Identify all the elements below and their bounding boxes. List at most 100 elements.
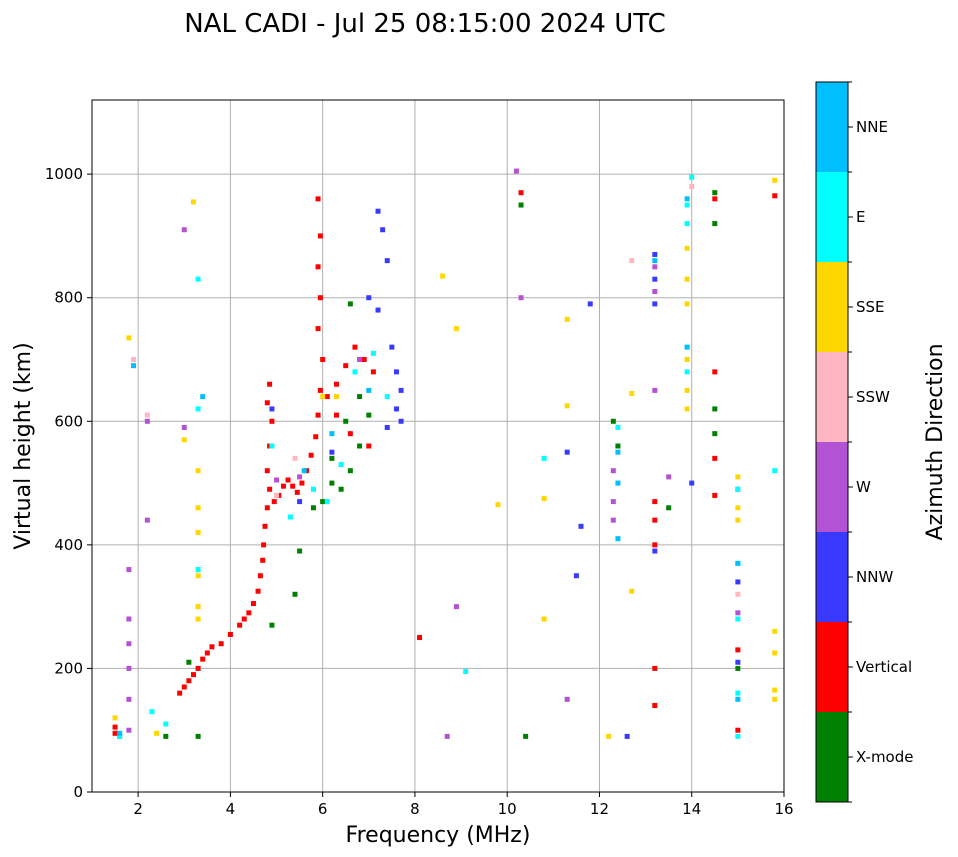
series-nne bbox=[117, 196, 741, 736]
data-point bbox=[195, 733, 201, 739]
data-point bbox=[357, 394, 363, 400]
data-point bbox=[126, 696, 132, 702]
data-point bbox=[320, 357, 326, 362]
colorbar-segment bbox=[816, 262, 848, 352]
data-point bbox=[629, 588, 635, 594]
data-point bbox=[712, 369, 718, 375]
data-point bbox=[615, 443, 621, 449]
data-point bbox=[317, 387, 323, 393]
data-point bbox=[735, 505, 741, 511]
data-point bbox=[366, 295, 372, 301]
data-point bbox=[684, 406, 690, 412]
data-point bbox=[352, 369, 358, 375]
data-point bbox=[163, 721, 169, 727]
data-point bbox=[297, 548, 303, 554]
data-point bbox=[195, 468, 201, 474]
data-point bbox=[310, 505, 316, 511]
data-point bbox=[772, 193, 778, 199]
data-point bbox=[195, 616, 201, 622]
data-point bbox=[329, 480, 335, 486]
data-point bbox=[380, 227, 386, 233]
data-point bbox=[241, 616, 247, 622]
colorbar-segment bbox=[816, 622, 848, 712]
data-point bbox=[190, 199, 196, 205]
data-point bbox=[453, 604, 459, 610]
data-point bbox=[615, 536, 621, 542]
data-point bbox=[652, 251, 658, 257]
data-point bbox=[200, 394, 206, 400]
chart-title: NAL CADI - Jul 25 08:15:00 2024 UTC bbox=[184, 9, 666, 39]
data-point bbox=[624, 733, 630, 739]
data-point bbox=[375, 307, 381, 313]
data-point bbox=[463, 669, 469, 675]
colorbar-tick-label: NNW bbox=[856, 568, 893, 586]
data-point bbox=[735, 647, 741, 653]
data-point bbox=[684, 357, 690, 362]
data-point bbox=[227, 631, 233, 637]
data-point bbox=[366, 412, 372, 418]
data-point bbox=[209, 644, 215, 650]
data-point bbox=[398, 418, 404, 424]
data-point bbox=[684, 301, 690, 307]
data-point bbox=[772, 650, 778, 656]
data-point bbox=[652, 703, 658, 708]
data-point bbox=[735, 733, 741, 739]
x-tick-label: 14 bbox=[682, 800, 701, 818]
data-point bbox=[689, 184, 695, 189]
data-point bbox=[126, 335, 132, 341]
data-point bbox=[573, 573, 579, 579]
colorbar-segment bbox=[816, 532, 848, 622]
data-point bbox=[772, 687, 778, 693]
colorbar-segment bbox=[816, 352, 848, 442]
data-point bbox=[338, 462, 344, 468]
data-point bbox=[285, 477, 291, 483]
data-point bbox=[324, 394, 330, 400]
data-point bbox=[735, 591, 741, 597]
colorbar-tick-label: NNE bbox=[856, 118, 888, 136]
data-point bbox=[299, 480, 305, 486]
x-tick-label: 8 bbox=[410, 800, 420, 818]
colorbar-tick-label: SSW bbox=[856, 388, 890, 406]
y-tick-label: 800 bbox=[54, 289, 83, 307]
data-point bbox=[357, 443, 363, 449]
data-point bbox=[735, 690, 741, 696]
data-point bbox=[292, 455, 298, 461]
data-point bbox=[518, 202, 524, 208]
data-point bbox=[126, 727, 132, 733]
data-point bbox=[144, 418, 150, 424]
data-point bbox=[112, 730, 118, 736]
data-point bbox=[338, 486, 344, 492]
data-point bbox=[384, 424, 390, 430]
series-sse bbox=[112, 177, 778, 739]
data-point bbox=[310, 486, 316, 492]
data-point bbox=[112, 715, 118, 721]
data-point bbox=[684, 387, 690, 393]
data-point bbox=[541, 496, 547, 502]
colorbar-label: Azimuth Direction bbox=[923, 343, 948, 540]
data-point bbox=[200, 656, 206, 662]
data-point bbox=[290, 483, 296, 489]
data-point bbox=[684, 221, 690, 227]
data-point bbox=[292, 591, 298, 597]
data-point bbox=[315, 196, 321, 202]
colorbar-tick-label: SSE bbox=[856, 298, 885, 316]
data-point bbox=[287, 514, 293, 520]
data-point bbox=[218, 641, 224, 647]
data-point bbox=[652, 542, 658, 548]
data-point bbox=[250, 601, 256, 607]
data-point bbox=[186, 659, 192, 665]
data-point bbox=[610, 517, 616, 523]
data-point bbox=[269, 418, 275, 424]
data-point bbox=[195, 530, 201, 535]
data-point bbox=[126, 567, 132, 573]
data-point bbox=[294, 489, 300, 495]
data-point bbox=[320, 499, 326, 505]
data-point bbox=[267, 486, 273, 492]
data-point bbox=[393, 369, 399, 375]
data-point bbox=[315, 326, 321, 332]
data-point bbox=[615, 449, 621, 455]
data-point bbox=[712, 196, 718, 202]
data-point bbox=[610, 499, 616, 505]
data-point bbox=[735, 610, 741, 616]
